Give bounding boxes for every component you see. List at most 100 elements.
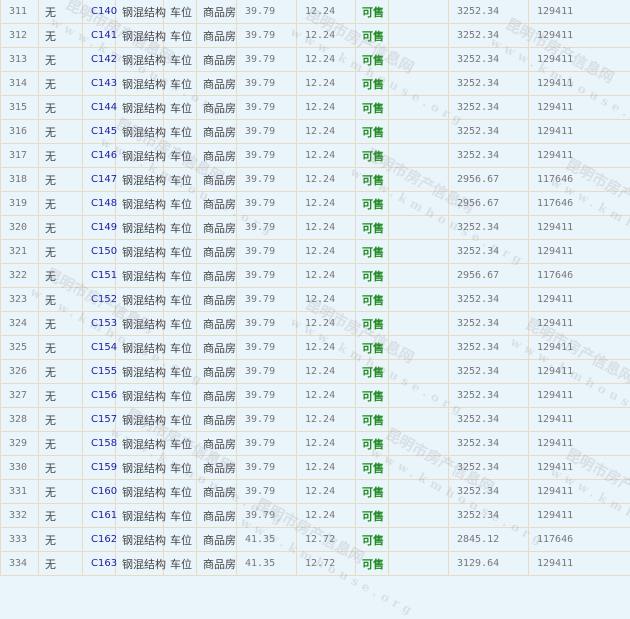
unit-code-link[interactable]: C150 xyxy=(91,246,117,257)
unit-price-cell: 3252.34 xyxy=(449,312,529,336)
unit-code-cell: C163 xyxy=(83,552,116,576)
empty-cell xyxy=(389,408,449,432)
sale-status: 可售 xyxy=(356,24,389,48)
unit-code-link[interactable]: C154 xyxy=(91,342,117,353)
property-type-cell: 商品房 xyxy=(197,408,237,432)
total-price-cell: 129411 xyxy=(529,360,630,384)
sale-status: 可售 xyxy=(356,384,389,408)
sale-status: 可售 xyxy=(356,504,389,528)
floor-cell: 无 xyxy=(39,48,83,72)
structure-cell: 钢混结构 xyxy=(116,264,164,288)
row-number: 311 xyxy=(1,0,39,24)
inner-area-cell: 12.24 xyxy=(297,144,356,168)
unit-code-link[interactable]: C153 xyxy=(91,318,117,329)
unit-code-link[interactable]: C145 xyxy=(91,126,117,137)
empty-cell xyxy=(389,48,449,72)
row-number: 333 xyxy=(1,528,39,552)
unit-code-link[interactable]: C161 xyxy=(91,510,117,521)
row-number: 322 xyxy=(1,264,39,288)
sale-status: 可售 xyxy=(356,456,389,480)
property-type-cell: 商品房 xyxy=(197,240,237,264)
unit-price-cell: 2956.67 xyxy=(449,168,529,192)
usage-cell: 车位 xyxy=(164,48,197,72)
unit-price-cell: 3252.34 xyxy=(449,120,529,144)
building-area-cell: 39.79 xyxy=(237,96,297,120)
sale-status: 可售 xyxy=(356,192,389,216)
unit-price-cell: 3252.34 xyxy=(449,504,529,528)
unit-code-cell: C149 xyxy=(83,216,116,240)
empty-cell xyxy=(389,120,449,144)
unit-code-link[interactable]: C155 xyxy=(91,366,117,377)
sale-status: 可售 xyxy=(356,408,389,432)
row-number: 320 xyxy=(1,216,39,240)
usage-cell: 车位 xyxy=(164,120,197,144)
inner-area-cell: 12.24 xyxy=(297,72,356,96)
unit-code-link[interactable]: C156 xyxy=(91,390,117,401)
row-number: 315 xyxy=(1,96,39,120)
structure-cell: 钢混结构 xyxy=(116,480,164,504)
unit-code-link[interactable]: C163 xyxy=(91,558,117,569)
building-area-cell: 39.79 xyxy=(237,408,297,432)
floor-cell: 无 xyxy=(39,336,83,360)
floor-cell: 无 xyxy=(39,528,83,552)
usage-cell: 车位 xyxy=(164,264,197,288)
sale-status: 可售 xyxy=(356,432,389,456)
unit-code-link[interactable]: C159 xyxy=(91,462,117,473)
inner-area-cell: 12.24 xyxy=(297,24,356,48)
unit-code-link[interactable]: C151 xyxy=(91,270,117,281)
row-number: 330 xyxy=(1,456,39,480)
structure-cell: 钢混结构 xyxy=(116,288,164,312)
building-area-cell: 41.35 xyxy=(237,528,297,552)
structure-cell: 钢混结构 xyxy=(116,456,164,480)
unit-code-link[interactable]: C141 xyxy=(91,30,117,41)
total-price-cell: 129411 xyxy=(529,240,630,264)
unit-code-link[interactable]: C160 xyxy=(91,486,117,497)
building-area-cell: 39.79 xyxy=(237,480,297,504)
empty-cell xyxy=(389,384,449,408)
total-price-cell: 129411 xyxy=(529,552,630,576)
row-number: 317 xyxy=(1,144,39,168)
unit-code-link[interactable]: C162 xyxy=(91,534,117,545)
unit-code-link[interactable]: C144 xyxy=(91,102,117,113)
unit-code-cell: C157 xyxy=(83,408,116,432)
row-number: 319 xyxy=(1,192,39,216)
usage-cell: 车位 xyxy=(164,312,197,336)
empty-cell xyxy=(389,264,449,288)
empty-cell xyxy=(389,312,449,336)
empty-cell xyxy=(389,72,449,96)
unit-code-link[interactable]: C143 xyxy=(91,78,117,89)
building-area-cell: 39.79 xyxy=(237,192,297,216)
sale-status: 可售 xyxy=(356,360,389,384)
unit-code-link[interactable]: C158 xyxy=(91,438,117,449)
usage-cell: 车位 xyxy=(164,168,197,192)
property-type-cell: 商品房 xyxy=(197,192,237,216)
floor-cell: 无 xyxy=(39,288,83,312)
usage-cell: 车位 xyxy=(164,552,197,576)
floor-cell: 无 xyxy=(39,264,83,288)
sale-status: 可售 xyxy=(356,96,389,120)
unit-code-cell: C156 xyxy=(83,384,116,408)
unit-price-cell: 3252.34 xyxy=(449,360,529,384)
unit-code-link[interactable]: C147 xyxy=(91,174,117,185)
unit-code-link[interactable]: C157 xyxy=(91,414,117,425)
unit-code-link[interactable]: C140 xyxy=(91,6,117,17)
usage-cell: 车位 xyxy=(164,216,197,240)
building-area-cell: 39.79 xyxy=(237,216,297,240)
unit-code-link[interactable]: C149 xyxy=(91,222,117,233)
unit-code-link[interactable]: C152 xyxy=(91,294,117,305)
unit-code-link[interactable]: C142 xyxy=(91,54,117,65)
inner-area-cell: 12.24 xyxy=(297,456,356,480)
property-type-cell: 商品房 xyxy=(197,384,237,408)
unit-code-cell: C158 xyxy=(83,432,116,456)
unit-code-link[interactable]: C148 xyxy=(91,198,117,209)
floor-cell: 无 xyxy=(39,72,83,96)
unit-code-link[interactable]: C146 xyxy=(91,150,117,161)
inner-area-cell: 12.24 xyxy=(297,384,356,408)
empty-cell xyxy=(389,0,449,24)
floor-cell: 无 xyxy=(39,312,83,336)
structure-cell: 钢混结构 xyxy=(116,24,164,48)
